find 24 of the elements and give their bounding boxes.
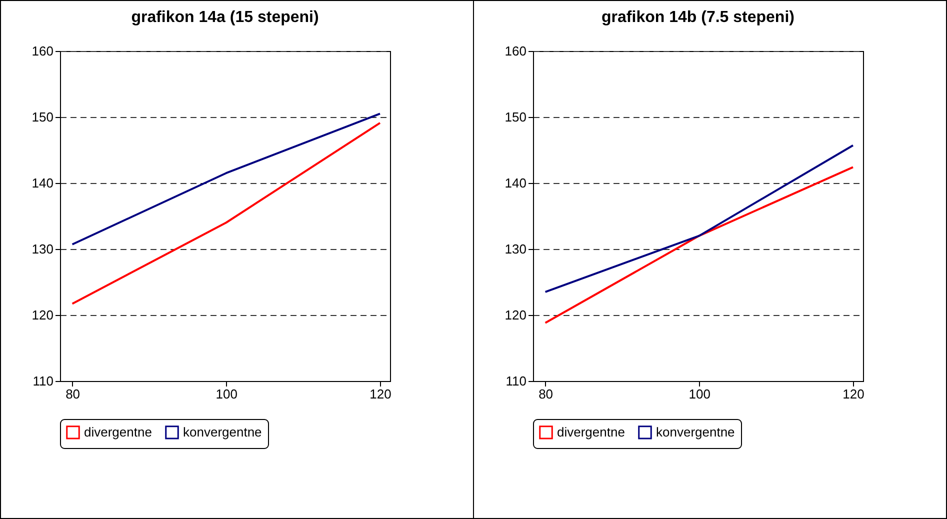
legend-label: konvergentne <box>656 424 735 440</box>
y-tick-label: 150 <box>504 110 526 124</box>
y-tick-label: 140 <box>32 176 54 190</box>
y-tick-label: 150 <box>32 110 54 124</box>
y-tick-label: 160 <box>504 44 526 58</box>
x-tick-label: 80 <box>66 386 80 402</box>
chart-title: grafikon 14b (7.5 stepeni) <box>602 9 794 26</box>
legend-label: konvergentne <box>183 424 262 440</box>
y-tick-label: 130 <box>32 242 54 256</box>
x-tick-label: 100 <box>216 386 238 402</box>
x-tick-label: 120 <box>842 386 864 402</box>
legend-label: divergentne <box>557 424 625 440</box>
y-tick-label: 120 <box>32 308 54 322</box>
y-tick-label: 120 <box>504 308 526 322</box>
y-tick-label: 110 <box>32 374 54 388</box>
x-tick-label: 100 <box>688 386 711 402</box>
x-tick-label: 80 <box>538 386 554 402</box>
legend-label: divergentne <box>84 424 152 440</box>
x-tick-label: 120 <box>370 386 392 402</box>
y-tick-label: 110 <box>506 374 526 388</box>
y-tick-label: 130 <box>504 242 526 256</box>
chart-title: grafikon 14a (15 stepeni) <box>131 9 319 26</box>
y-tick-label: 160 <box>32 44 54 58</box>
y-tick-label: 140 <box>504 176 526 190</box>
